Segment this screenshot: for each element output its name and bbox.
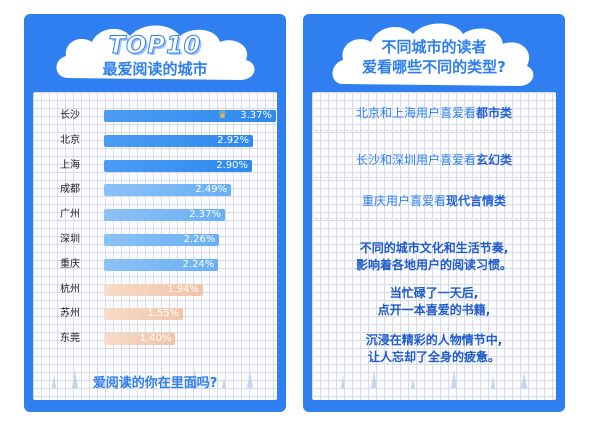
bar-value-label: 1.40% (139, 333, 172, 345)
paragraph-1-line-1: 不同的城市文化和生活节奏, (359, 241, 509, 255)
top10-title: TOP10 (108, 31, 202, 59)
bar-category-label: 杭州 (60, 283, 80, 295)
footer-question: 爱阅读的你在里面吗? (92, 376, 218, 391)
bar-category-label: 东莞 (60, 333, 80, 345)
bar-category-label: 上海 (60, 159, 80, 171)
paragraph-2-line-1: 当忙碌了一天后, (389, 286, 479, 300)
bar (104, 333, 176, 346)
paragraph-3-line-1: 沉浸在精彩的人物情节中, (365, 333, 503, 347)
bar-value-label: 2.24% (182, 258, 215, 270)
title-cloud-right (332, 23, 534, 86)
bar-value-label: 2.92% (217, 134, 250, 146)
city-skyline-decoration-right (321, 370, 565, 388)
bar (104, 134, 254, 147)
crown-icon: ♛ (218, 110, 227, 121)
bar-category-label: 北京 (60, 134, 80, 146)
divider (315, 177, 553, 178)
right-title-line2: 爱看哪些不同的类型? (362, 58, 506, 76)
right-panel: 不同城市的读者 爱看哪些不同的类型? 北京和上海用户喜爱看都市类 长沙和深圳用户… (303, 14, 565, 412)
genre-highlight: 都市类 (476, 106, 513, 120)
bar (104, 184, 232, 197)
bar-category-label: 深圳 (60, 234, 80, 245)
bar-category-label: 广州 (60, 209, 80, 221)
bar (104, 283, 203, 296)
paragraph-2-line-2: 点开一本喜爱的书籍, (377, 303, 491, 317)
bar-value-label: 3.37% (240, 110, 272, 121)
bar-value-label: 2.37% (189, 209, 221, 221)
top10-subtitle: 最爱阅读的城市 (102, 60, 208, 78)
bar-category-label: 重庆 (60, 258, 80, 270)
preference-line-2: 长沙和深圳用户喜爱看玄幻类 (355, 153, 513, 167)
bar (104, 234, 220, 246)
genre-highlight: 现代言情类 (446, 194, 507, 208)
paragraph-3-line-2: 让人忘却了全身的疲惫。 (367, 350, 500, 364)
bar-value-label: 2.26% (183, 234, 216, 245)
bar-value-label: 2.49% (195, 184, 228, 196)
bar (104, 209, 225, 222)
bar-value-label: 2.90% (216, 159, 248, 171)
bar-category-label: 成都 (60, 184, 80, 196)
bar-value-label: 1.94% (167, 283, 199, 295)
preference-line-1: 北京和上海用户喜爱看都市类 (355, 106, 513, 120)
paragraph-1-line-2: 影响着各地用户的阅读习惯。 (355, 258, 512, 272)
bar-category-label: 苏州 (60, 308, 80, 320)
chart-grid (33, 92, 286, 400)
divider (315, 130, 553, 131)
info-grid (312, 92, 565, 400)
bar (104, 159, 252, 172)
bar (104, 258, 219, 271)
bar-value-label: 1.55% (147, 308, 180, 320)
title-cloud (56, 25, 255, 80)
right-title-line1: 不同城市的读者 (381, 38, 487, 56)
bar (104, 308, 184, 321)
bar-category-label: 长沙 (60, 110, 80, 121)
divider (315, 218, 553, 219)
preference-line-3: 重庆用户喜爱看现代言情类 (361, 194, 507, 208)
city-skyline-decoration (42, 369, 286, 388)
bar (104, 110, 276, 122)
left-panel: TOP10 最爱阅读的城市 长沙 3.37% ♛ 北京 2.92% 上海 2.90% 成都 2.… (24, 14, 286, 412)
genre-highlight: 玄幻类 (476, 153, 513, 167)
